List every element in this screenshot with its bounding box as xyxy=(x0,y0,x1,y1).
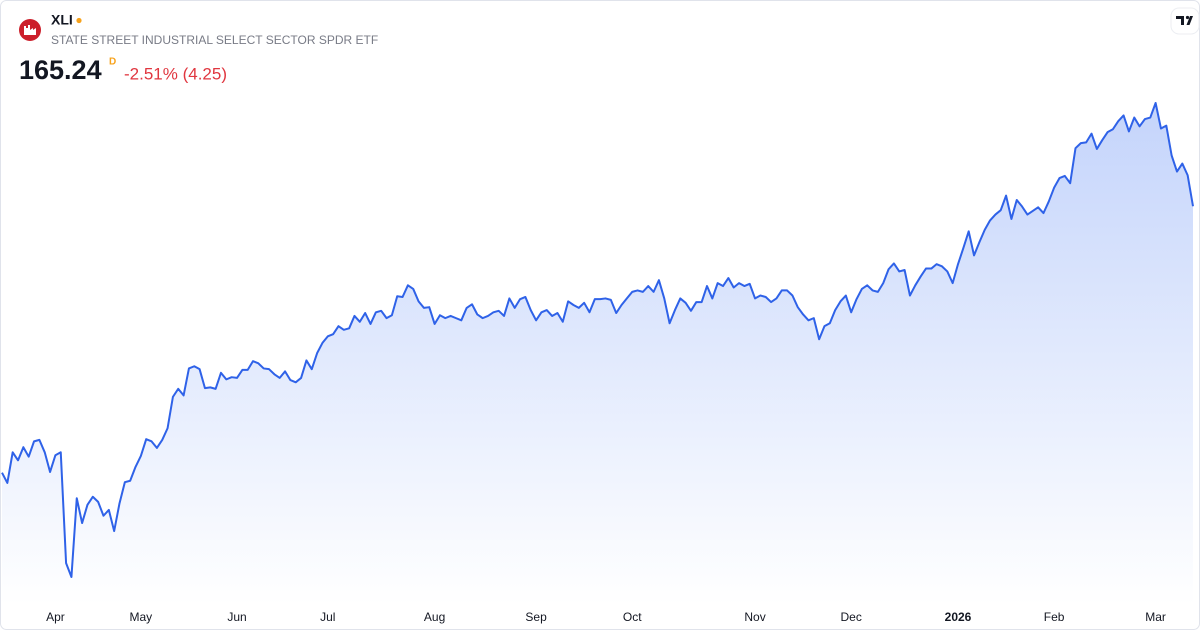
symbol: XLI xyxy=(51,12,73,28)
x-tick-label: Mar xyxy=(1145,610,1166,624)
plot: Apr May Jun Jul Aug Sep Oct Nov Dec 2026 Feb Mar xyxy=(1,102,1194,624)
x-tick-label: Dec xyxy=(841,610,862,624)
x-tick-label: May xyxy=(130,610,153,624)
x-tick-label: Nov xyxy=(744,610,765,624)
x-tick-label: Jul xyxy=(320,610,335,624)
x-tick-label: 2026 xyxy=(945,610,972,624)
x-tick-label: Oct xyxy=(623,610,642,624)
symbol-name: STATE STREET INDUSTRIAL SELECT SECTOR SP… xyxy=(51,33,378,47)
x-tick-label: Apr xyxy=(46,610,65,624)
area-fill xyxy=(2,103,1193,605)
change: -2.51% (4.25) xyxy=(124,64,227,83)
tv-logo-badge xyxy=(1170,7,1200,35)
x-tick-label: Feb xyxy=(1044,610,1065,624)
x-tick-label: Jun xyxy=(227,610,246,624)
tv-logo-dot xyxy=(1185,15,1190,20)
delay-flag: D xyxy=(109,57,116,68)
tv-logo xyxy=(1176,16,1193,25)
price-line xyxy=(1,102,1194,578)
price: 165.24 xyxy=(19,55,102,85)
x-tick-label: Aug xyxy=(424,610,445,624)
x-tick-label: Sep xyxy=(525,610,547,624)
logo-icon xyxy=(24,25,36,35)
status-dot xyxy=(76,17,82,24)
